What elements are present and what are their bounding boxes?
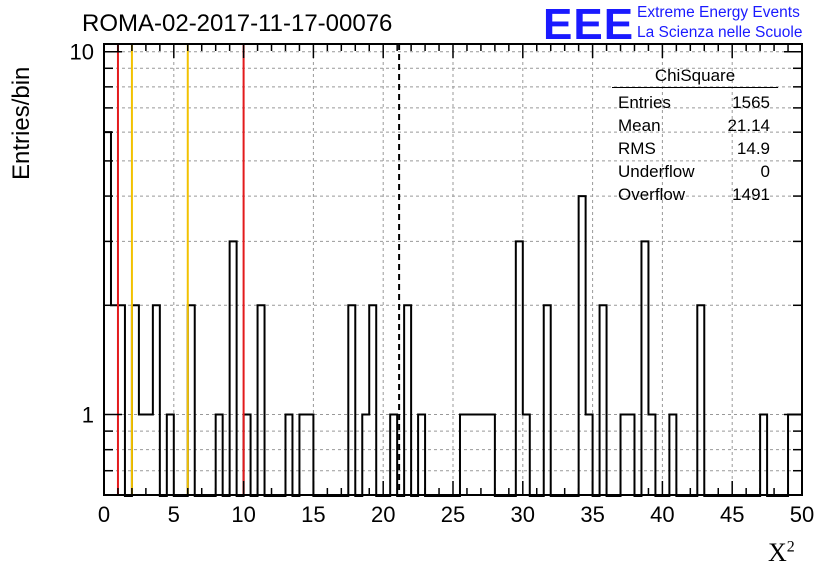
chart-title: ROMA-02-2017-11-17-00076 <box>82 10 393 37</box>
x-axis-ticks: 0 5 10 15 20 25 30 35 40 45 50 <box>98 44 814 527</box>
stats-row: Entries 1565 <box>612 91 778 114</box>
histogram-bin <box>404 305 411 496</box>
stats-label: Mean <box>618 116 661 135</box>
x-axis-label-superscript: 2 <box>786 538 795 556</box>
histogram-bin <box>362 415 369 496</box>
histogram-bin <box>641 241 648 496</box>
histogram-bin <box>230 241 237 496</box>
logo-line-1: Extreme Energy Events <box>637 4 800 21</box>
histogram-bin <box>299 415 306 496</box>
stats-box-title: ChiSquare <box>612 66 778 88</box>
histogram-bin <box>390 415 397 496</box>
grid-lines <box>103 44 803 496</box>
histogram-bin <box>348 305 355 496</box>
stats-value: 14.9 <box>736 139 770 158</box>
stats-label: Underflow <box>618 162 695 181</box>
x-tick-label: 30 <box>511 502 535 527</box>
x-tick-label: 40 <box>650 502 674 527</box>
stats-row: RMS 14.9 <box>612 137 778 160</box>
histogram-bin <box>788 415 795 496</box>
stats-value: 0 <box>760 162 770 181</box>
y-tick-label: 1 <box>82 403 94 428</box>
histogram-bin <box>467 415 474 496</box>
histogram-bin <box>523 415 530 496</box>
histogram-bin <box>579 196 586 496</box>
logo-line-2: La Scienza nelle Scuole <box>637 24 803 41</box>
histogram-bin <box>244 415 251 496</box>
histogram-bin <box>474 415 481 496</box>
x-tick-label: 50 <box>790 502 814 527</box>
histogram-bin <box>488 415 495 496</box>
stats-row: Mean 21.14 <box>612 114 778 137</box>
histogram-bin <box>481 415 488 496</box>
histogram-bin <box>628 415 635 496</box>
stats-row: Overflow 1491 <box>612 183 778 206</box>
histogram-bin <box>369 305 376 496</box>
x-tick-label: 0 <box>98 502 110 527</box>
histogram-bin <box>167 415 174 496</box>
stats-label: Entries <box>618 93 671 112</box>
x-tick-label: 15 <box>301 502 325 527</box>
histogram-bin <box>139 415 146 496</box>
histogram-bin <box>795 415 802 496</box>
stats-value: 21.14 <box>727 116 770 135</box>
histogram-bin <box>418 415 425 496</box>
stats-value: 1565 <box>732 93 770 112</box>
x-tick-label: 25 <box>441 502 465 527</box>
histogram-bin <box>760 415 767 496</box>
reference-lines <box>116 44 401 495</box>
histogram-bin <box>146 415 153 496</box>
histogram-bin <box>104 132 111 496</box>
histogram-bin <box>544 305 551 496</box>
histogram-bin <box>600 305 607 496</box>
x-tick-label: 35 <box>580 502 604 527</box>
histogram-bin <box>621 415 628 496</box>
histogram-bin <box>285 415 292 496</box>
stats-box: ChiSquare Entries 1565 Mean 21.14 RMS 14.9 … <box>612 66 778 206</box>
y-axis-ticks: 1 10 <box>70 40 802 496</box>
histogram-bin <box>697 305 704 496</box>
x-axis-label: X2 <box>768 538 795 568</box>
x-tick-label: 5 <box>168 502 180 527</box>
histogram-bin <box>132 305 139 496</box>
histogram-bin <box>460 415 467 496</box>
histogram-bin <box>516 241 523 496</box>
histogram-bin <box>153 305 160 496</box>
histogram-bin <box>669 415 676 496</box>
histogram-bin <box>648 415 655 496</box>
x-tick-label: 45 <box>720 502 744 527</box>
x-tick-label: 10 <box>231 502 255 527</box>
histogram-bin <box>216 415 223 496</box>
stats-label: Overflow <box>618 185 686 204</box>
x-axis-label-base: X <box>768 538 787 567</box>
stats-row: Underflow 0 <box>612 160 778 183</box>
histogram-bin <box>258 305 265 496</box>
x-tick-label: 20 <box>371 502 395 527</box>
stats-value: 1491 <box>732 185 770 204</box>
histogram-bin <box>188 305 195 496</box>
histogram-bin <box>586 415 593 496</box>
histogram-bin <box>111 305 118 496</box>
histogram-bin <box>306 415 313 496</box>
stats-label: RMS <box>618 139 656 158</box>
eee-logo: EEE <box>543 0 635 49</box>
y-tick-label: 10 <box>70 40 94 65</box>
y-axis-label: Entries/bin <box>8 66 35 180</box>
histogram-bin <box>118 305 125 496</box>
